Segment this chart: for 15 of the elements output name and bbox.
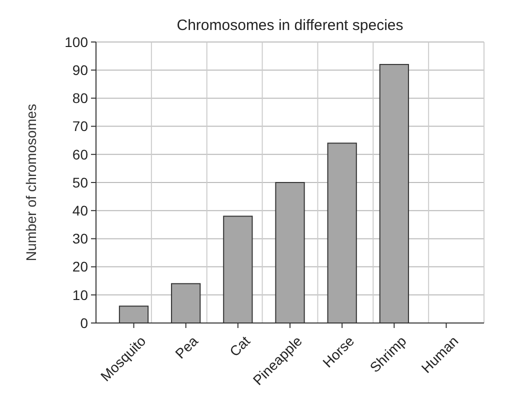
y-tick-label: 50: [72, 174, 88, 190]
x-tick-label: Cat: [226, 332, 254, 360]
y-tick-label: 70: [72, 118, 88, 134]
y-tick-label: 30: [72, 230, 88, 247]
y-tick-label: 60: [72, 146, 88, 162]
x-tick-label: Pea: [172, 332, 202, 362]
y-tick-label: 90: [72, 62, 88, 78]
y-axis-title: Number of chromosomes: [23, 104, 39, 262]
chart-title: Chromosomes in different species: [176, 17, 404, 34]
y-tick-label: 10: [72, 286, 88, 303]
y-tick-label: 100: [64, 34, 88, 50]
y-tick-label: 20: [72, 258, 88, 275]
y-tick-label: 0: [80, 314, 88, 331]
y-tick-label: 40: [72, 202, 88, 218]
y-tick-label: 80: [72, 90, 88, 106]
